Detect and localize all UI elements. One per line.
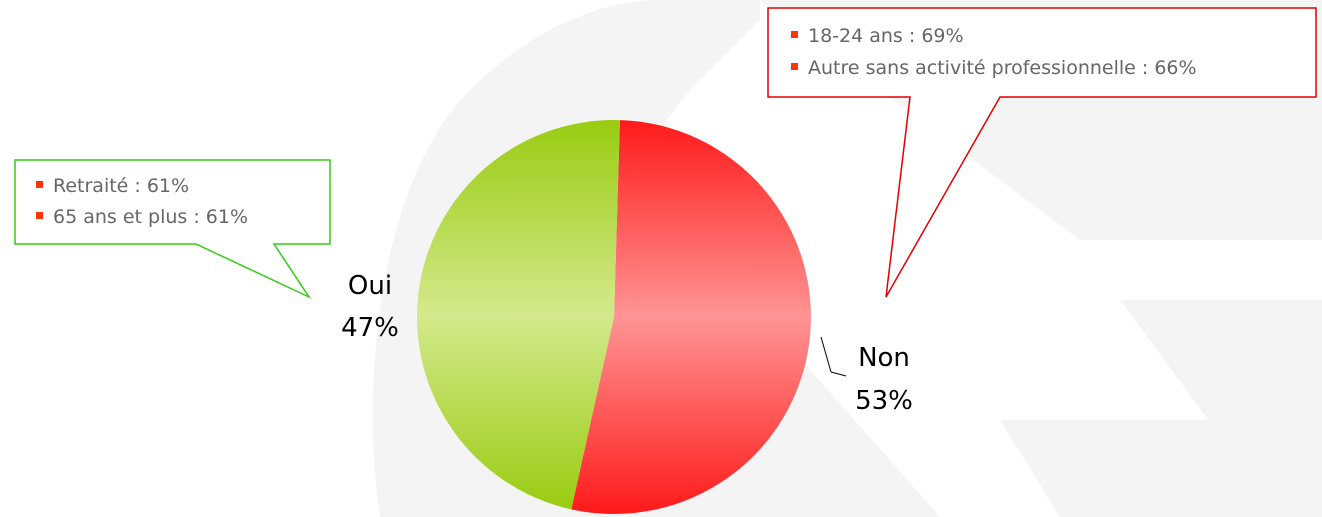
slice-value-oui: 47% bbox=[341, 313, 399, 343]
pie-chart bbox=[416, 119, 811, 514]
callout-non-bullet bbox=[791, 63, 798, 70]
callout-oui-bullet bbox=[36, 212, 43, 219]
leader-line-non bbox=[820, 336, 832, 373]
callout-oui-bullet bbox=[36, 181, 43, 188]
callout-non-bullet bbox=[791, 31, 798, 38]
callout-oui: Retraité : 61% 65 ans et plus : 61% bbox=[14, 159, 331, 299]
slice-value-non: 53% bbox=[855, 386, 913, 416]
callout-non-item: 18-24 ans : 69% bbox=[808, 25, 964, 47]
callout-non-item: Autre sans activité professionnelle : 66… bbox=[808, 57, 1197, 79]
callout-oui-item: Retraité : 61% bbox=[53, 175, 189, 197]
callout-non: 18-24 ans : 69% Autre sans activité prof… bbox=[767, 7, 1317, 298]
leader-line-non-tail bbox=[830, 371, 847, 377]
callout-oui-border bbox=[14, 159, 331, 299]
callout-oui-item: 65 ans et plus : 61% bbox=[53, 206, 248, 228]
pie-slice-oui bbox=[416, 119, 620, 510]
slice-label-oui: Oui bbox=[348, 271, 392, 301]
pie-slice-non bbox=[571, 120, 811, 514]
callout-non-border bbox=[767, 7, 1317, 298]
watermark-diagonal bbox=[1120, 300, 1322, 517]
slice-label-non: Non bbox=[858, 343, 910, 373]
